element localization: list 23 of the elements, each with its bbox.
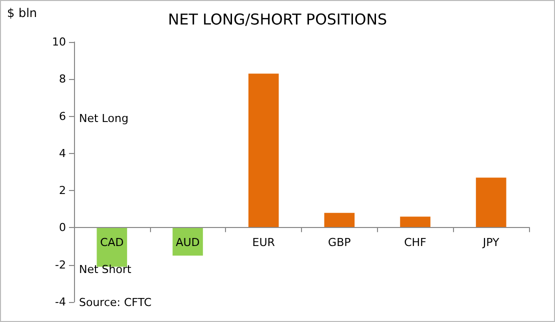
x-tick-label: CHF	[404, 236, 426, 250]
y-tick-label: 8	[59, 72, 66, 86]
y-tick-label: 6	[59, 110, 66, 123]
chart-title: NET LONG/SHORT POSITIONS	[168, 10, 387, 28]
annotation: Net Short	[79, 263, 132, 276]
x-tick-label: EUR	[252, 236, 276, 250]
bar	[324, 212, 355, 228]
y-tick-label: -4	[55, 296, 66, 308]
bar	[400, 216, 430, 228]
x-tick-label: AUD	[176, 236, 200, 250]
x-tick-label: GBP	[328, 236, 352, 250]
x-tick-label: CAD	[100, 236, 124, 250]
y-tick-label: -2	[55, 258, 66, 272]
annotation: Source: CFTC	[79, 296, 152, 309]
y-tick-label: 4	[59, 146, 66, 160]
x-tick-label: JPY	[482, 236, 500, 250]
y-tick-label: 10	[52, 36, 66, 48]
y-axis-title: $ bln	[7, 6, 38, 20]
y-tick-label: 0	[59, 221, 66, 234]
bar	[476, 178, 506, 228]
bar	[248, 74, 279, 228]
y-tick-label: 2	[59, 184, 66, 198]
annotation: Net Long	[79, 112, 128, 125]
